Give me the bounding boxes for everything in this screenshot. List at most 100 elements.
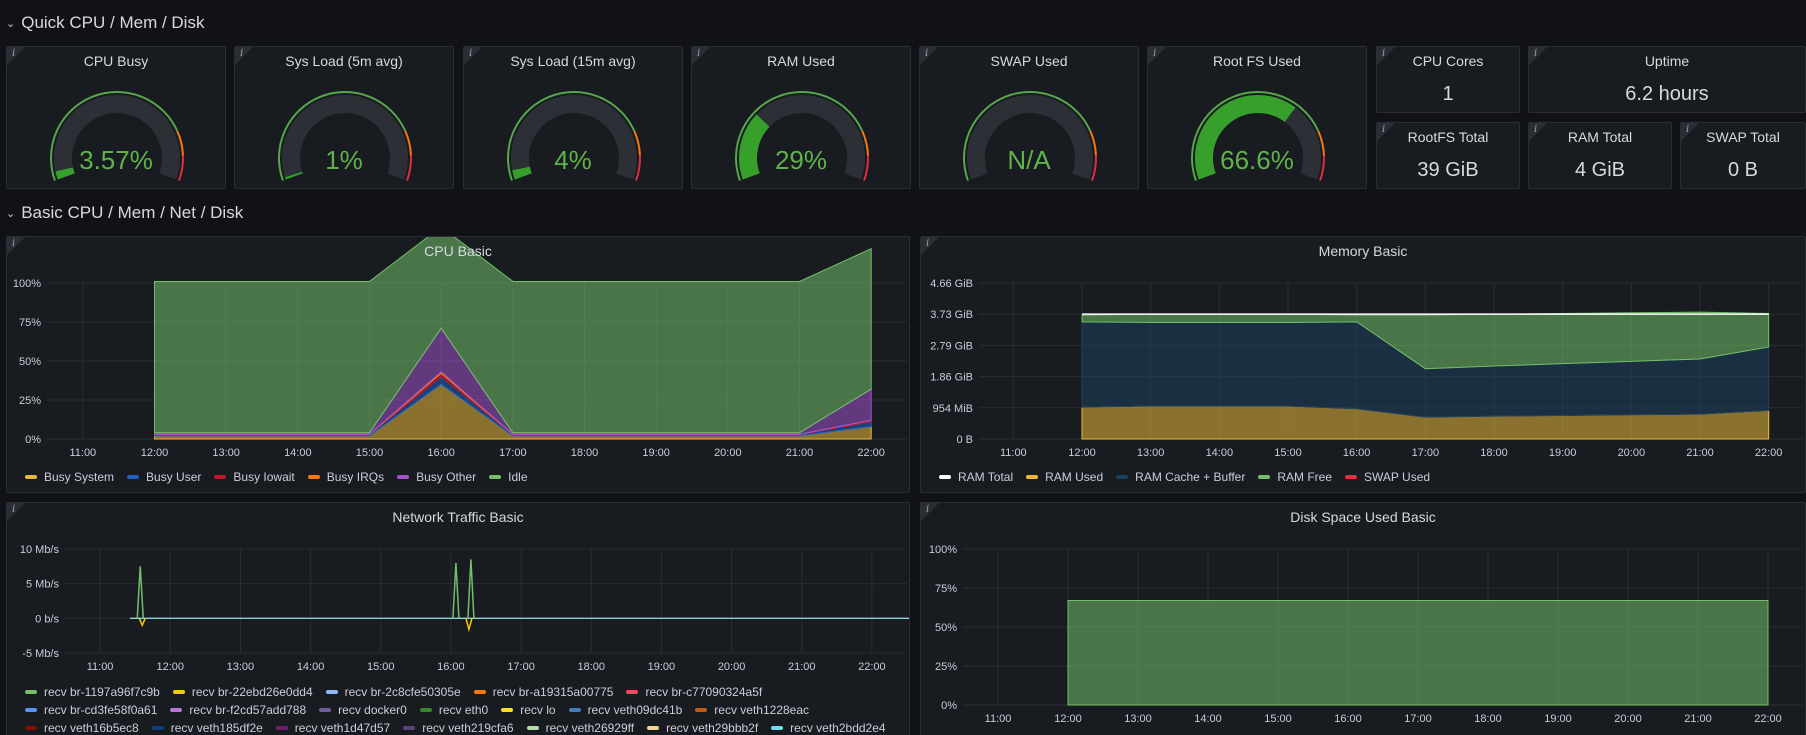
panel-disk-space-used-basic[interactable]: i Disk Space Used Basic 0% 25% 50% 75% 100% 1… (920, 502, 1806, 735)
legend-item[interactable]: recv br-c77090324a5f (626, 683, 762, 701)
legend-item[interactable]: Busy Iowait (214, 468, 295, 486)
x-tick-label: 20:00 (718, 661, 746, 673)
legend-swatch (1258, 475, 1271, 479)
y-tick-label: 100% (929, 544, 957, 556)
info-icon[interactable]: i (1529, 123, 1547, 141)
panel-cpu-basic[interactable]: i CPU Basic 0% 25% 50% 75% 100% 11:00 12:00 13:… (6, 236, 910, 493)
gauge-panel[interactable]: i Sys Load (15m avg) 4% (463, 46, 683, 189)
stat-panel-swap-total[interactable]: i SWAP Total 0 B (1680, 122, 1806, 189)
info-icon[interactable]: i (7, 237, 25, 255)
legend-item[interactable]: RAM Used (1026, 468, 1103, 486)
legend-item[interactable]: recv veth1228eac (695, 701, 809, 719)
legend-label: RAM Total (958, 470, 1014, 484)
network-traffic-chart[interactable]: -5 Mb/s 0 b/s 5 Mb/s 10 Mb/s 11:00 12:00 13:00… (7, 503, 910, 735)
legend-item[interactable]: recv eth0 (419, 701, 488, 719)
chevron-down-icon[interactable]: ⌄ (6, 17, 16, 30)
legend-label: Busy IRQs (326, 470, 385, 484)
legend-item[interactable]: recv br-22ebd26e0dd4 (172, 683, 313, 701)
panel-title: Sys Load (15m avg) (510, 53, 636, 69)
x-tick-label: 21:00 (786, 447, 814, 459)
gauge-panel[interactable]: i RAM Used 29% (691, 46, 911, 189)
info-icon[interactable]: i (1377, 123, 1395, 141)
legend-item[interactable]: recv veth219cfa6 (403, 719, 514, 735)
legend-item[interactable]: recv docker0 (319, 701, 407, 719)
row-header-quick[interactable]: ⌄ Quick CPU / Mem / Disk (6, 12, 204, 34)
chart-legend: RAM Total RAM Used RAM Cache + Buffer RAM F… (939, 468, 1799, 486)
legend-item[interactable]: recv veth29bbb2f (647, 719, 758, 735)
gauge-panel[interactable]: i SWAP Used N/A (919, 46, 1139, 189)
legend-item[interactable]: recv br-a19315a00775 (473, 683, 614, 701)
info-icon[interactable]: i (464, 47, 482, 65)
stat-value: 0 B (1727, 159, 1759, 181)
legend-swatch (151, 726, 164, 730)
info-icon[interactable]: i (7, 503, 25, 521)
gauge-panel[interactable]: i Sys Load (5m avg) 1% (234, 46, 454, 189)
legend-item[interactable]: recv veth26929ff (526, 719, 634, 735)
series-spike (136, 566, 144, 619)
legend-item[interactable]: recv veth185df2e (151, 719, 263, 735)
x-tick-label: 20:00 (1618, 447, 1646, 459)
x-tick-label: 19:00 (648, 661, 676, 673)
legend-item[interactable]: RAM Free (1258, 468, 1332, 486)
legend-swatch (695, 708, 708, 712)
legend-item[interactable]: recv veth2bdd2e4 (771, 719, 886, 735)
gauge-threshold-arc (178, 155, 184, 181)
info-icon[interactable]: i (692, 47, 710, 65)
legend-item[interactable]: recv lo (501, 701, 556, 719)
gauge-panel[interactable]: i Root FS Used 66.6% (1147, 46, 1367, 189)
legend-swatch (319, 708, 332, 712)
gauge-value: N/A (1007, 145, 1051, 175)
legend-swatch (397, 475, 410, 479)
info-icon[interactable]: i (921, 237, 939, 255)
panel-memory-basic[interactable]: i Memory Basic 0 B 954 MiB 1.86 GiB 2.79 Gi… (920, 236, 1806, 493)
gauge-panel[interactable]: i CPU Busy 3.57% (6, 46, 226, 189)
legend-item[interactable]: Idle (489, 468, 528, 486)
legend-item[interactable]: RAM Cache + Buffer (1116, 468, 1245, 486)
x-tick-label: 12:00 (141, 447, 169, 459)
x-tick-label: 12:00 (1068, 447, 1096, 459)
info-icon[interactable]: i (235, 47, 253, 65)
info-icon[interactable]: i (921, 503, 939, 521)
legend-item[interactable]: Busy User (127, 468, 201, 486)
chevron-down-icon[interactable]: ⌄ (6, 207, 16, 220)
legend-item[interactable]: recv br-cd3fe58f0a61 (25, 701, 157, 719)
panel-title: RAM Total (1567, 129, 1633, 145)
info-icon[interactable]: i (1148, 47, 1166, 65)
gauge-dial (963, 91, 1097, 181)
legend-swatch (501, 708, 514, 712)
legend-item[interactable]: recv br-f2cd57add788 (170, 701, 306, 719)
info-icon[interactable]: i (1529, 47, 1547, 65)
stat-panel-uptime[interactable]: i Uptime 6.2 hours (1528, 46, 1806, 113)
x-tick-label: 19:00 (1544, 713, 1572, 725)
legend-item[interactable]: recv veth09dc41b (568, 701, 682, 719)
chart-legend: recv br-1197a96f7c9b recv br-22ebd26e0dd4… (25, 683, 905, 735)
legend-item[interactable]: recv veth16b5ec8 (25, 719, 139, 735)
info-icon[interactable]: i (1681, 123, 1699, 141)
legend-label: recv br-a19315a00775 (492, 685, 614, 699)
legend-item[interactable]: Busy Other (397, 468, 476, 486)
stat-panel-cpu-cores[interactable]: i CPU Cores 1 (1376, 46, 1520, 113)
legend-item[interactable]: recv br-2c8cfe50305e (325, 683, 461, 701)
legend-label: Busy Other (416, 470, 477, 484)
stat-panel-ram-total[interactable]: i RAM Total 4 GiB (1528, 122, 1672, 189)
legend-item[interactable]: Busy IRQs (307, 468, 385, 486)
stat-panel-rootfs-total[interactable]: i RootFS Total 39 GiB (1376, 122, 1520, 189)
gauge-value: 66.6% (1220, 145, 1294, 175)
info-icon[interactable]: i (7, 47, 25, 65)
legend-item[interactable]: RAM Total (939, 468, 1013, 486)
legend-item[interactable]: Busy System (25, 468, 114, 486)
info-icon[interactable]: i (920, 47, 938, 65)
legend-item[interactable]: SWAP Used (1345, 468, 1430, 486)
x-tick-label: 17:00 (1412, 447, 1440, 459)
disk-space-chart[interactable]: 0% 25% 50% 75% 100% 11:00 12:00 13:00 14:00 15:00… (921, 503, 1806, 735)
cpu-basic-chart[interactable]: 0% 25% 50% 75% 100% 11:00 12:00 13:00 14:00 15:00… (7, 237, 910, 493)
panel-network-traffic-basic[interactable]: i Network Traffic Basic -5 Mb/s 0 b/s 5 Mb… (6, 502, 910, 735)
legend-item[interactable]: recv br-1197a96f7c9b (25, 683, 160, 701)
memory-basic-chart[interactable]: 0 B 954 MiB 1.86 GiB 2.79 GiB 3.73 GiB 4.66 G… (921, 237, 1806, 493)
y-tick-label: 50% (935, 622, 957, 634)
gauge-threshold-arc (863, 155, 869, 181)
info-icon[interactable]: i (1377, 47, 1395, 65)
y-tick-label: 0% (25, 434, 41, 446)
row-header-basic[interactable]: ⌄ Basic CPU / Mem / Net / Disk (6, 202, 243, 224)
legend-item[interactable]: recv veth1d47d57 (275, 719, 390, 735)
